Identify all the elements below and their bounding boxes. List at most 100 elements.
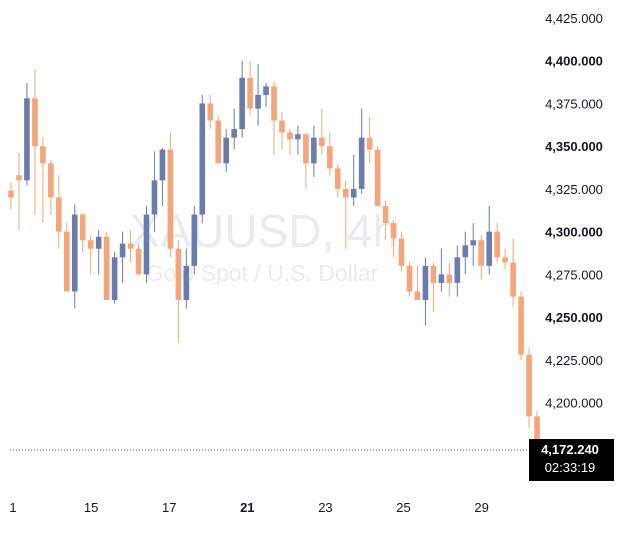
candle-body [502,257,508,263]
candle-body [470,240,477,246]
price-tick-label: 4,200.000 [545,396,603,411]
candle-body [8,190,14,198]
price-tick-label: 4,400.000 [545,54,603,69]
candle-body [526,354,532,417]
time-tick-label: 25 [396,500,410,515]
candle-body [24,98,30,181]
candle [478,235,485,280]
candle-body [374,149,381,207]
candle-body [151,180,158,215]
candle-body [430,265,437,283]
candle [40,137,46,224]
candle [390,219,397,258]
candle [263,82,269,107]
candle-body [119,243,126,258]
candle-body [143,214,150,275]
candle [438,248,445,292]
candle [48,159,54,215]
last-price-tag: 4,172.240 02:33:19 [529,439,614,481]
candle-body [319,137,325,147]
candle [103,231,110,301]
candle-body [231,129,237,138]
candle [422,257,429,326]
candle-body [334,168,341,189]
candle-body [263,86,269,95]
price-tick-label: 4,325.000 [545,182,603,197]
time-tick-label: 1 [9,500,16,515]
candle [518,291,524,360]
candle-body [215,120,222,164]
candle-body [358,137,365,189]
candle [350,154,357,207]
candle-body [199,103,206,215]
candle [454,245,461,297]
candle-body [16,175,22,181]
candle [16,153,22,230]
candle-body [486,231,492,266]
candle-body [406,265,413,292]
price-tick-label: 4,375.000 [545,96,603,111]
candle-body [462,245,469,258]
candle [143,206,150,283]
candle [382,200,389,241]
candle [119,231,126,283]
price-tick-label: 4,425.000 [545,11,603,26]
candle [486,206,492,275]
time-axis[interactable]: 1 15 17 21 23 25 29 [9,500,488,515]
candle-body [287,132,293,140]
candle-body [510,262,516,297]
candle [374,146,381,207]
time-tick-label: 29 [474,500,488,515]
candle-body [87,240,94,249]
watermark-title: XAUUSD, 4h [130,205,398,257]
candle [366,117,373,164]
candle-body [478,240,485,266]
candle-body [342,188,349,198]
candle-body [382,206,389,224]
candle-body [111,257,118,301]
candle [239,60,245,138]
candle-body [207,103,214,121]
time-tick-label: 15 [84,500,98,515]
candle [159,147,166,207]
candle [327,132,333,176]
candle-body [279,120,285,133]
last-price-value: 4,172.240 [541,442,599,457]
candle-body [183,265,190,301]
candle-body [534,416,540,451]
candle-body [135,248,142,275]
candle-body [414,291,421,301]
candle-body [63,231,70,292]
candle-body [255,94,261,109]
candle-body [79,214,86,241]
candle-body [398,238,405,266]
candle-body [454,257,461,283]
candle [247,60,253,116]
candle [151,151,158,232]
symbol-watermark: XAUUSD, 4h Gold Spot / U.S. Dollar [130,205,398,286]
candle [183,248,190,309]
candle-body [223,137,229,164]
candle-countdown: 02:33:19 [545,460,596,475]
candle-body [438,274,445,283]
candle [24,82,30,186]
candle [127,229,134,263]
candle [175,240,182,343]
candle-body [247,77,253,109]
candle [71,204,78,309]
candle [255,64,261,126]
candle [502,248,508,270]
candle [398,231,405,271]
candle [287,129,293,155]
candle [462,231,469,275]
candle [334,163,341,198]
price-tick-label: 4,300.000 [545,225,603,240]
candle [207,94,214,130]
price-axis[interactable]: 4,425.000 4,400.000 4,375.000 4,350.000 4,32… [545,11,603,411]
candle-body [327,146,333,169]
candle-body [422,265,429,301]
candles-layer [8,60,540,454]
candle [358,108,365,195]
